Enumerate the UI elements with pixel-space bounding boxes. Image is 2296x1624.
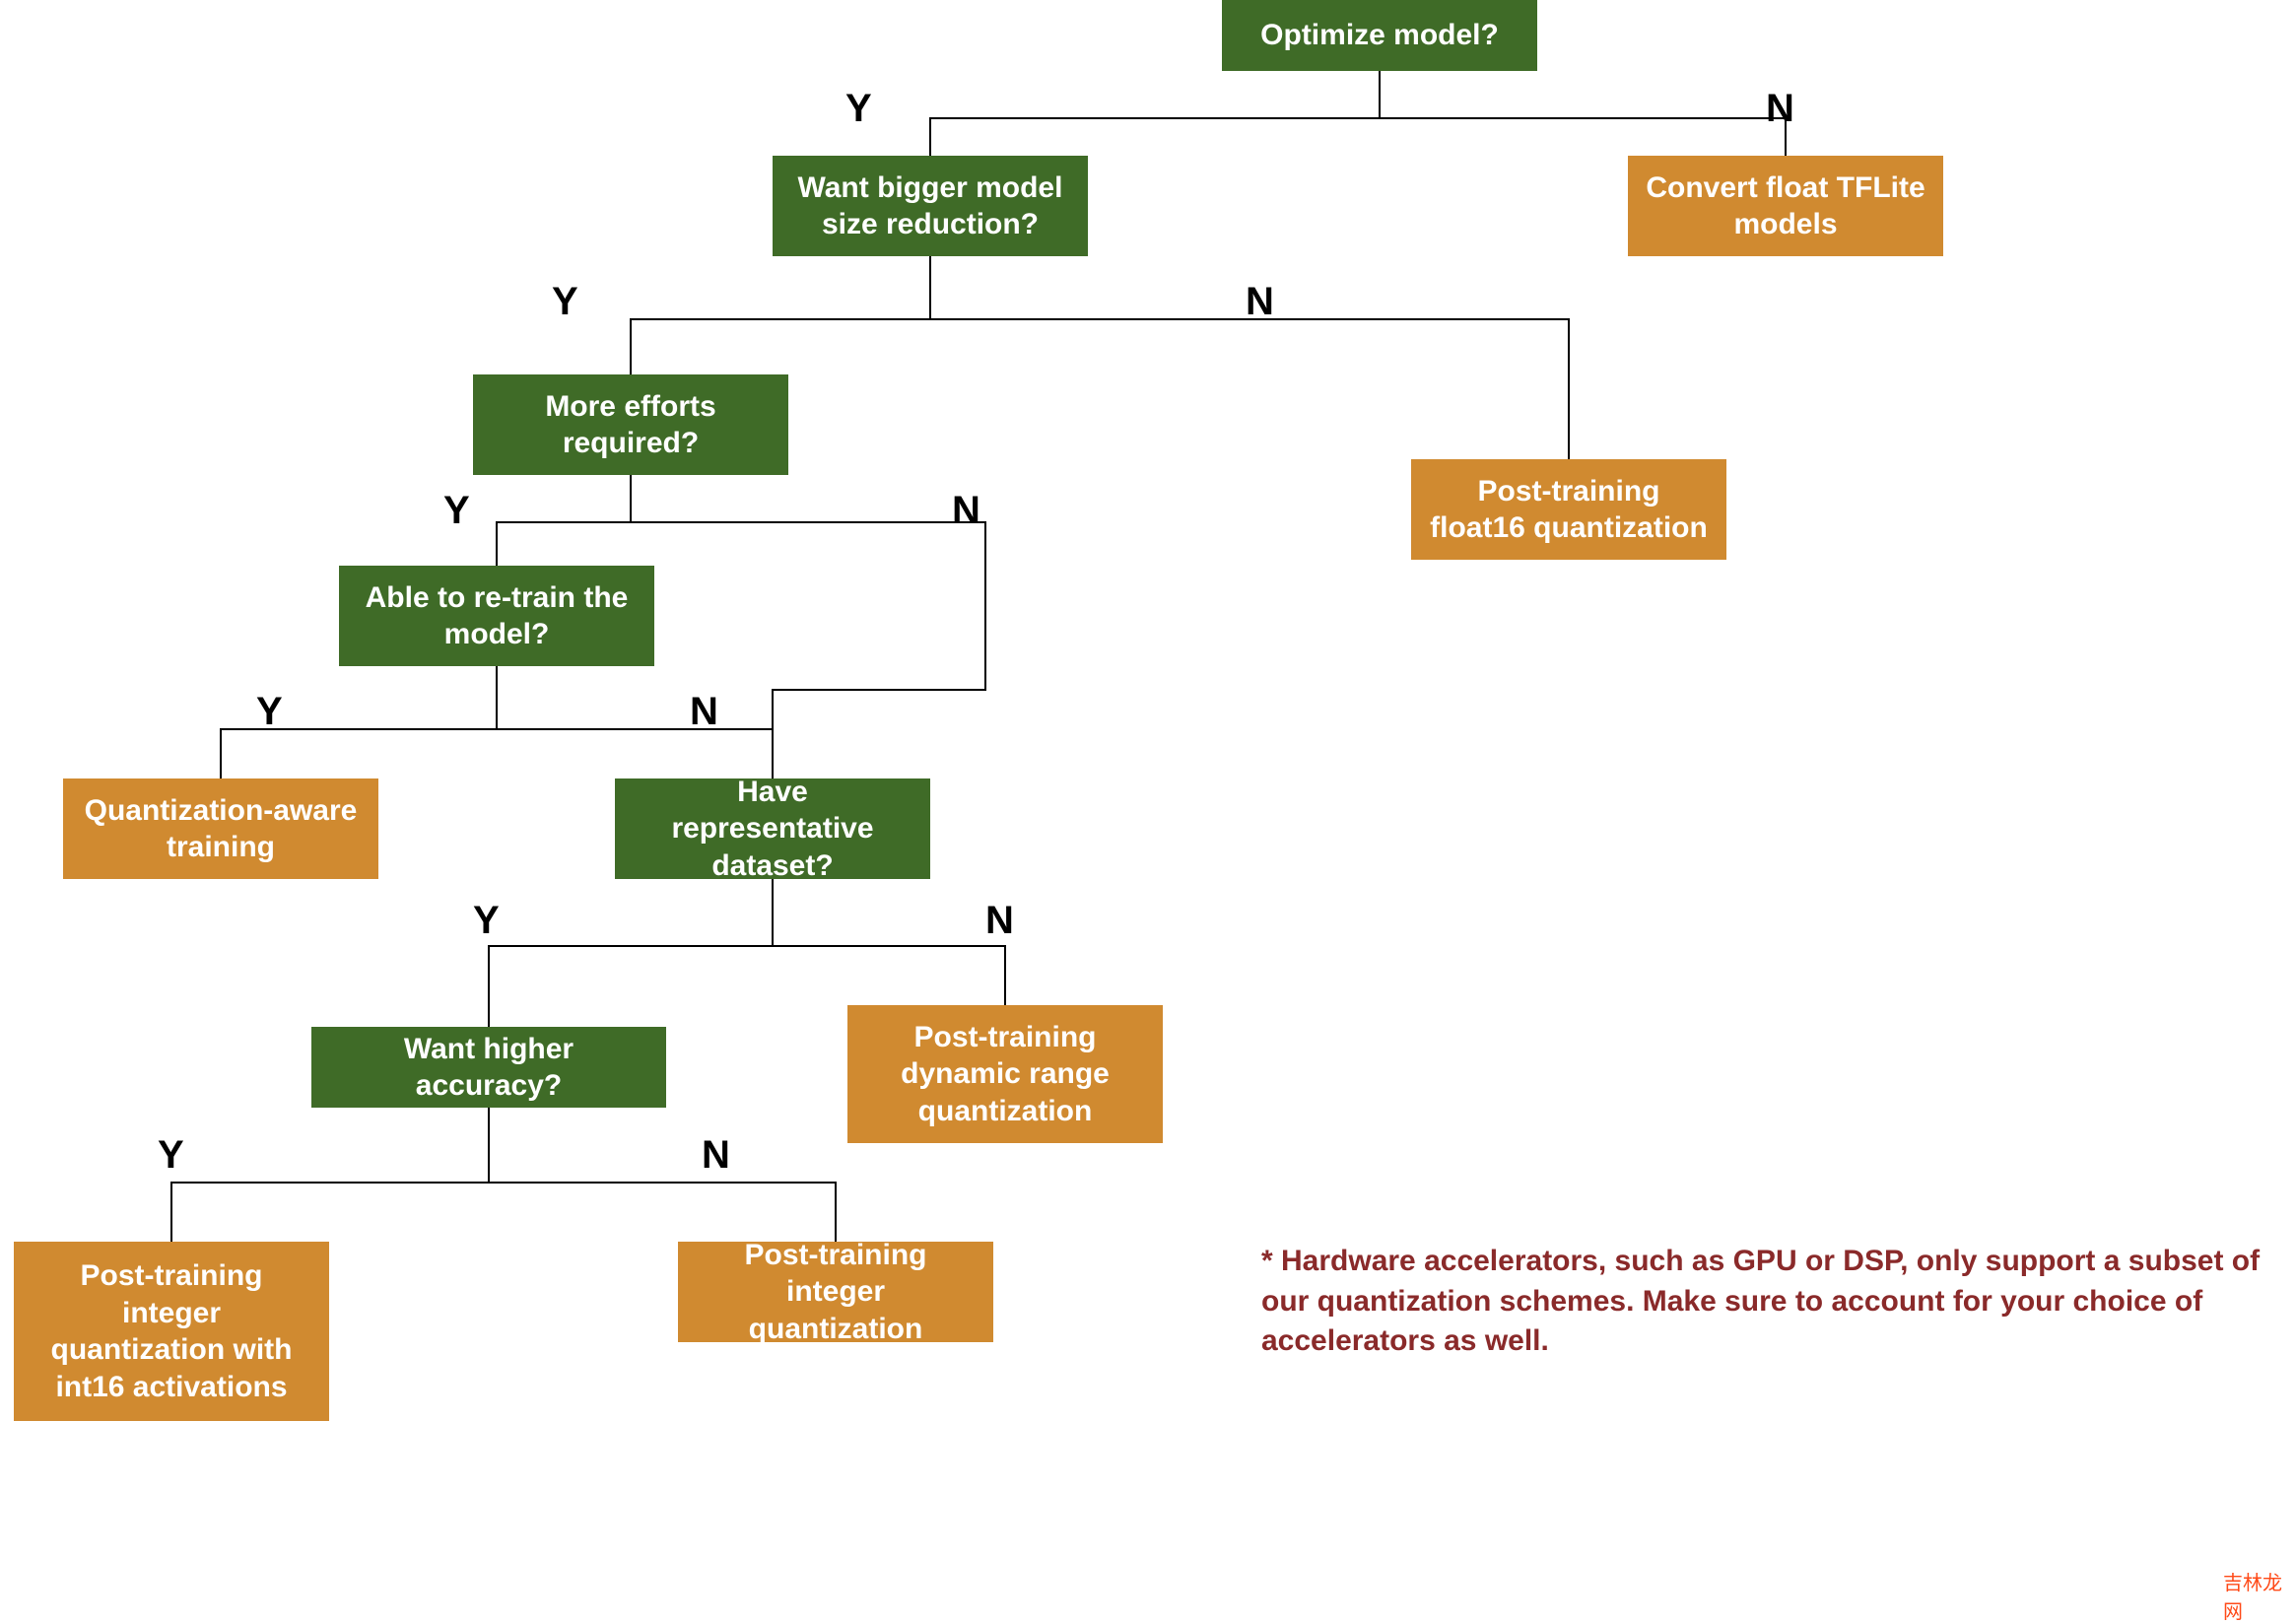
watermark-text: 吉林龙网: [2223, 1567, 2296, 1624]
edge-label-more_efforts-retrain: Y: [443, 489, 470, 533]
node-higher_acc: Want higher accuracy?: [311, 1027, 666, 1108]
edge-label-higher_acc-pt_int_int16: Y: [158, 1133, 184, 1178]
node-label: Post-training dynamic range quantization: [865, 1019, 1145, 1130]
node-label: Have representative dataset?: [633, 774, 912, 885]
node-label: Able to re-train the model?: [357, 579, 637, 653]
footnote-text: * Hardware accelerators, such as GPU or …: [1261, 1242, 2266, 1362]
edge-label-optimize-convert_float: N: [1766, 87, 1794, 131]
edge-optimize-convert_float: [1380, 71, 1786, 156]
edge-label-higher_acc-pt_int: N: [702, 1133, 730, 1178]
node-label: Want bigger model size reduction?: [790, 169, 1070, 243]
edge-higher_acc-pt_int: [489, 1108, 836, 1242]
edge-label-optimize-size_reduce: Y: [845, 87, 872, 131]
edge-label-size_reduce-pt_float16: N: [1246, 280, 1274, 324]
node-convert_float: Convert float TFLite models: [1628, 156, 1943, 256]
node-qat: Quantization-aware training: [63, 778, 378, 879]
node-label: Post-training integer quantization: [696, 1237, 976, 1348]
node-label: Post-training float16 quantization: [1429, 473, 1709, 547]
edge-label-retrain-repr_dataset: N: [690, 690, 718, 734]
edge-label-size_reduce-more_efforts: Y: [552, 280, 578, 324]
node-size_reduce: Want bigger model size reduction?: [773, 156, 1088, 256]
node-pt_int_int16: Post-training integer quantization with …: [14, 1242, 329, 1421]
node-repr_dataset: Have representative dataset?: [615, 778, 930, 879]
edge-more_efforts-retrain: [497, 475, 631, 566]
edge-label-repr_dataset-pt_dynrange: N: [985, 899, 1014, 943]
node-more_efforts: More efforts required?: [473, 374, 788, 475]
node-label: Post-training integer quantization with …: [32, 1257, 311, 1405]
node-label: Want higher accuracy?: [329, 1031, 648, 1105]
edge-optimize-size_reduce: [930, 71, 1380, 156]
node-optimize: Optimize model?: [1222, 0, 1537, 71]
node-pt_int: Post-training integer quantization: [678, 1242, 993, 1342]
edge-size_reduce-more_efforts: [631, 256, 930, 374]
node-pt_float16: Post-training float16 quantization: [1411, 459, 1726, 560]
node-label: Quantization-aware training: [81, 792, 361, 866]
edge-label-repr_dataset-higher_acc: Y: [473, 899, 500, 943]
edge-retrain-repr_dataset: [497, 666, 773, 778]
edge-higher_acc-pt_int_int16: [171, 1108, 489, 1242]
edge-repr_dataset-higher_acc: [489, 879, 773, 1027]
node-label: Convert float TFLite models: [1646, 169, 1925, 243]
flowchart-canvas: Optimize model? Want bigger model size re…: [0, 0, 2296, 1594]
node-label: Optimize model?: [1260, 17, 1499, 54]
node-pt_dynrange: Post-training dynamic range quantization: [847, 1005, 1163, 1143]
node-label: More efforts required?: [491, 388, 771, 462]
edge-repr_dataset-pt_dynrange: [773, 879, 1005, 1005]
node-retrain: Able to re-train the model?: [339, 566, 654, 666]
edge-more_efforts-repr_dataset: [631, 475, 985, 778]
edge-label-retrain-qat: Y: [256, 690, 283, 734]
edge-label-more_efforts-repr_dataset: N: [952, 489, 980, 533]
